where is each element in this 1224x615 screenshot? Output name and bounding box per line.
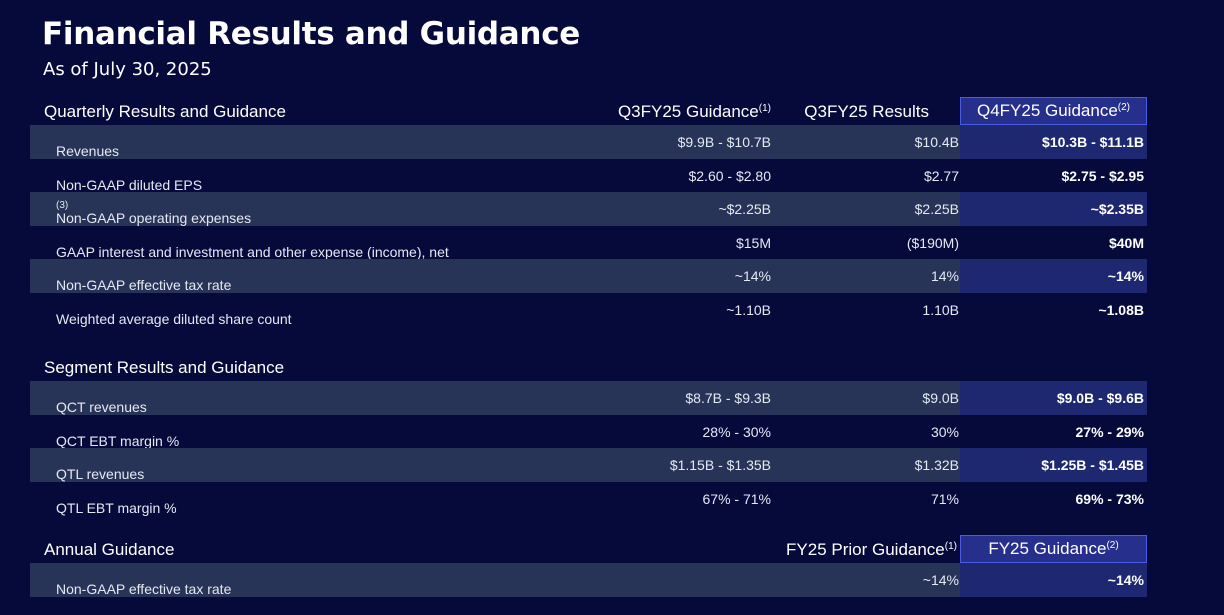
section-title: Segment Results and Guidance [44, 358, 285, 377]
guidance-value: $9.0B - $9.6B [1056, 390, 1144, 406]
col-q4-guidance: Q4FY25 Guidance(2) [960, 97, 1147, 125]
table-row: QCT EBT margin % 28% - 30% 30% 27% - 29% [30, 415, 1147, 449]
table-row: Non-GAAP operating expenses (3) ~$2.25B $2.… [30, 192, 1147, 226]
annual-rows: Non-GAAP effective tax rate ~14% ~14% [30, 563, 1147, 597]
table-row: QCT revenues $8.7B - $9.3B $9.0B $9.0B - $9… [30, 381, 1147, 415]
row-label: Non-GAAP operating expenses (3) [56, 200, 252, 227]
prior-value: $2.60 - $2.80 [688, 167, 771, 184]
segment-rows: QCT revenues $8.7B - $9.3B $9.0B $9.0B - $9… [30, 381, 1147, 516]
result-value: 71% [930, 490, 959, 507]
guidance-cell-bg [960, 259, 1147, 293]
quarterly-header: Quarterly Results and Guidance Q3FY25 Gu… [30, 97, 1147, 125]
annual-header: Annual Guidance FY25 Prior Guidance(1) F… [30, 535, 1147, 563]
guidance-value: 69% - 73% [1075, 490, 1144, 507]
guidance-value: ~$2.35B [1090, 201, 1144, 218]
col-fy25-prior-guidance: FY25 Prior Guidance(1) [786, 540, 957, 559]
col-q3-results: Q3FY25 Results [804, 102, 929, 121]
prior-value: ~$2.25B [718, 201, 771, 218]
prior-value: 67% - 71% [702, 490, 771, 507]
segment-section: Segment Results and Guidance QCT revenue… [30, 353, 1147, 516]
col-fy25-guidance: FY25 Guidance(2) [960, 535, 1147, 563]
result-value: $1.32B [914, 457, 959, 474]
prior-value: $8.7B - $9.3B [685, 390, 771, 406]
guidance-value: $40M [1108, 234, 1144, 251]
table-row: Non-GAAP effective tax rate ~14% 14% ~14% [30, 259, 1147, 293]
guidance-value: ~1.08B [1098, 301, 1144, 318]
result-value: 14% [930, 268, 959, 285]
table-row: QTL revenues $1.15B - $1.35B $1.32B $1.25B … [30, 448, 1147, 482]
col-q3-guidance: Q3FY25 Guidance(1) [617, 102, 771, 121]
guidance-value: ~14% [1107, 268, 1144, 285]
prior-value: $15M [735, 234, 771, 251]
prior-value: ~1.10B [726, 301, 771, 318]
guidance-cell-bg [960, 448, 1147, 482]
table-row: Weighted average diluted share count ~1.1… [30, 293, 1147, 327]
guidance-value: 27% - 29% [1075, 423, 1144, 440]
guidance-value: ~14% [1107, 572, 1144, 588]
prior-value: $1.15B - $1.35B [669, 457, 771, 474]
result-value: 30% [930, 423, 959, 440]
quarterly-rows: Revenues $9.9B - $10.7B $10.4B $10.3B - $11… [30, 125, 1147, 327]
page-title: Financial Results and Guidance [42, 16, 580, 52]
section-title: Quarterly Results and Guidance [44, 102, 286, 121]
guidance-cell-bg [960, 192, 1147, 226]
result-value: $2.77 [923, 167, 959, 184]
table-row: Non-GAAP effective tax rate ~14% ~14% [30, 563, 1147, 597]
prior-value: ~14% [734, 268, 771, 285]
guidance-cell-bg [960, 563, 1147, 597]
quarterly-section: Quarterly Results and Guidance Q3FY25 Gu… [30, 97, 1147, 327]
guidance-cell-bg [960, 381, 1147, 415]
table-row: QTL EBT margin % 67% - 71% 71% 69% - 73% [30, 482, 1147, 516]
result-value: $2.25B [914, 201, 959, 218]
page-subtitle: As of July 30, 2025 [43, 59, 212, 80]
segment-header: Segment Results and Guidance [30, 353, 1147, 381]
annual-section: Annual Guidance FY25 Prior Guidance(1) F… [30, 535, 1147, 597]
table-row: GAAP interest and investment and other e… [30, 226, 1147, 260]
result-value: $10.4B [914, 134, 959, 150]
table-row: Non-GAAP diluted EPS $2.60 - $2.80 $2.77 $2… [30, 159, 1147, 193]
guidance-cell-bg [960, 125, 1147, 159]
guidance-value: $1.25B - $1.45B [1041, 457, 1144, 474]
result-value: $9.0B [922, 390, 959, 406]
prior-value: 28% - 30% [702, 423, 771, 440]
result-value: ~14% [922, 572, 959, 588]
guidance-value: $10.3B - $11.1B [1042, 134, 1144, 150]
table-row: Revenues $9.9B - $10.7B $10.4B $10.3B - $11… [30, 125, 1147, 159]
result-value: 1.10B [922, 301, 959, 318]
guidance-value: $2.75 - $2.95 [1061, 167, 1144, 184]
prior-value: $9.9B - $10.7B [677, 134, 771, 150]
section-title: Annual Guidance [44, 540, 175, 559]
result-value: ($190M) [906, 234, 959, 251]
